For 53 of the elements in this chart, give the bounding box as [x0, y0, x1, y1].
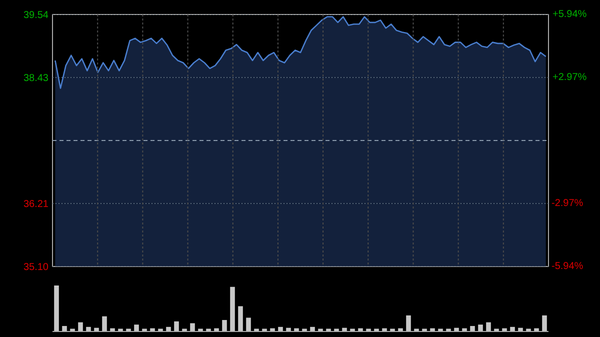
- bar: [54, 286, 59, 332]
- bar: [310, 326, 315, 332]
- bar: [478, 324, 483, 332]
- bar: [366, 328, 371, 332]
- y-tick-label: 39.54: [23, 10, 49, 21]
- y2-tick-label: +2.97%: [552, 72, 587, 83]
- bar: [198, 328, 203, 332]
- bar: [374, 328, 379, 332]
- bar: [62, 326, 67, 332]
- bar: [318, 328, 323, 332]
- bar: [190, 323, 195, 332]
- bar: [414, 328, 419, 332]
- bar: [262, 328, 267, 332]
- bar: [278, 326, 283, 332]
- y-tick-label: 35.10: [23, 262, 49, 273]
- bar: [118, 328, 123, 332]
- bar: [334, 328, 339, 332]
- bar: [86, 326, 91, 332]
- bar: [446, 328, 451, 332]
- bar: [126, 328, 131, 332]
- bar: [78, 322, 83, 332]
- bar: [238, 306, 243, 332]
- bar: [494, 328, 499, 332]
- bar: [326, 328, 331, 332]
- y-tick-label: 38.43: [23, 73, 49, 84]
- bar: [350, 328, 355, 332]
- bar: [422, 328, 427, 332]
- bar: [206, 328, 211, 332]
- y-tick-label: 36.21: [23, 199, 49, 210]
- bar: [166, 326, 171, 332]
- bar: [182, 328, 187, 332]
- bar: [158, 328, 163, 332]
- bar: [486, 322, 491, 332]
- bar: [254, 328, 259, 332]
- bar: [438, 328, 443, 332]
- bar: [174, 321, 179, 332]
- bar: [542, 315, 547, 332]
- bar: [142, 328, 147, 332]
- bar: [406, 315, 411, 332]
- y2-tick-label: -5.94%: [552, 261, 584, 272]
- bar: [510, 326, 515, 332]
- y2-tick-label: +5.94%: [552, 9, 587, 20]
- y2-tick-label: -2.97%: [552, 198, 584, 209]
- bar: [134, 324, 139, 332]
- bar: [222, 320, 227, 332]
- bar: [246, 318, 251, 332]
- bar: [102, 316, 107, 332]
- bar: [302, 328, 307, 332]
- bar: [390, 328, 395, 332]
- bar: [70, 328, 75, 332]
- bar: [470, 326, 475, 332]
- bar: [526, 328, 531, 332]
- bar: [230, 286, 235, 332]
